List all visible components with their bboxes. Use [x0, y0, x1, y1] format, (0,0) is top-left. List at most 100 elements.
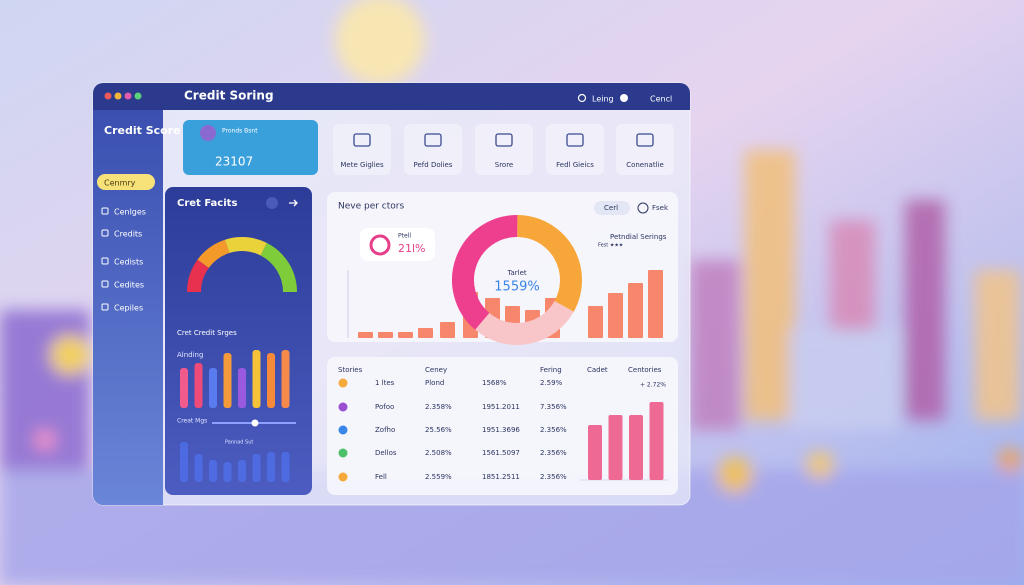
window-dot[interactable] [104, 92, 112, 100]
nav-item[interactable]: Cenmry [104, 179, 136, 188]
gauge-segment [187, 259, 210, 293]
bar [588, 306, 603, 338]
bar [267, 452, 275, 482]
button[interactable] [594, 201, 630, 215]
row-icon [338, 472, 348, 482]
card[interactable] [333, 124, 391, 175]
table-cell: 2.356% [540, 426, 567, 434]
bar [281, 350, 290, 408]
bar [238, 460, 246, 482]
bar [223, 353, 232, 408]
nav-icon [101, 207, 109, 215]
button-label[interactable]: Fsek [652, 204, 669, 212]
bar [418, 328, 433, 338]
bar [440, 322, 455, 338]
table-cell: 2.559% [425, 473, 452, 481]
badge-value: 21l% [398, 242, 426, 255]
bar [238, 368, 246, 408]
table-cell: 2.358% [425, 403, 452, 411]
table-cell: 1951.2011 [482, 403, 520, 411]
slider-knob[interactable] [251, 419, 259, 427]
card[interactable] [475, 124, 533, 175]
bar [629, 415, 643, 480]
sidebar-nav: Cenmry Cenlges Credits Cedists Cedites Cepile… [97, 174, 155, 313]
nav-icon [101, 229, 109, 237]
donut-segment [475, 300, 574, 345]
legend-title: Petndial Serings [610, 233, 667, 241]
card-icon [636, 133, 654, 147]
button-icon[interactable] [637, 202, 649, 214]
nav-item[interactable]: Credits [114, 230, 142, 239]
bars-label: Alnding [177, 351, 203, 359]
row-icon [338, 425, 348, 435]
card-label: Srore [495, 161, 513, 169]
bars-title: Cret Credit Srges [177, 329, 237, 337]
card[interactable] [546, 124, 604, 175]
bar [628, 283, 643, 338]
table-note: + 2.72% [640, 382, 666, 389]
bar [209, 368, 217, 408]
nav-icon [101, 280, 109, 288]
donut-chart [452, 215, 582, 345]
donut-value: 1559% [494, 280, 539, 295]
bar [281, 452, 290, 482]
search-label[interactable]: Leing [592, 95, 614, 104]
window-dot[interactable] [114, 92, 122, 100]
bar [398, 332, 413, 338]
card-icon [353, 133, 371, 147]
bar [180, 442, 188, 482]
summary-cards: Pronds Bsnt 23107 Mete Giglies Pefd Dolies S… [183, 120, 674, 175]
title-bar [93, 83, 690, 110]
table-cell: Pofoo [375, 403, 394, 411]
sidebar [93, 110, 163, 505]
app-window: Credit Soring Leing Cencl Credit Score C… [92, 82, 691, 506]
bar [358, 332, 373, 338]
donut-label: Tarlet [506, 269, 527, 277]
table-cell: Zofho [375, 426, 395, 434]
info-icon[interactable] [620, 94, 628, 102]
table-header: Fering [540, 366, 562, 374]
badge-label: Ptell [398, 233, 411, 240]
account-menu[interactable]: Cencl [650, 95, 672, 104]
table-bars [588, 402, 664, 480]
bar [194, 363, 203, 408]
bar [209, 460, 217, 482]
button-label[interactable]: Cerl [604, 204, 618, 212]
nav-item[interactable]: Cenlges [114, 208, 146, 217]
card[interactable] [616, 124, 674, 175]
card-label: Pronds Bsnt [222, 128, 258, 135]
card[interactable] [183, 120, 318, 175]
window-dot[interactable] [124, 92, 132, 100]
row-icon [338, 378, 348, 388]
card-icon [566, 133, 584, 147]
sidebar-title: Credit Score [104, 124, 181, 137]
bar [223, 462, 232, 482]
gauge-segment [197, 239, 230, 269]
donut-segment [516, 215, 582, 312]
table-cell: Fell [375, 473, 387, 481]
panel-button[interactable] [266, 197, 278, 209]
card[interactable] [404, 124, 462, 175]
table-cell: 2.356% [540, 449, 567, 457]
table-cell: 2.59% [540, 379, 563, 387]
donut-segment [452, 215, 518, 330]
card-label: Pefd Dolies [414, 161, 453, 169]
table-header: Ceney [425, 366, 447, 374]
bar [194, 454, 203, 482]
table: Stories Ceney Fering Cadet Centories + 2.72% 1… [338, 366, 666, 482]
bar [608, 293, 623, 338]
nav-item[interactable]: Cedites [114, 281, 144, 290]
panel-arrow[interactable] [289, 199, 298, 207]
window-dot[interactable] [134, 92, 142, 100]
bar [608, 415, 623, 480]
table-cell: Dellos [375, 449, 397, 457]
card-label: Fedl Gieics [556, 161, 594, 169]
card-label: Mete Giglies [340, 161, 384, 169]
slider-label: Creat Mgs [177, 418, 207, 425]
nav-item[interactable]: Cedists [114, 258, 143, 267]
table-cell: 1951.3696 [482, 426, 520, 434]
gauge-segment [260, 242, 297, 293]
nav-item[interactable]: Cepiles [114, 304, 143, 313]
bar [649, 402, 664, 480]
